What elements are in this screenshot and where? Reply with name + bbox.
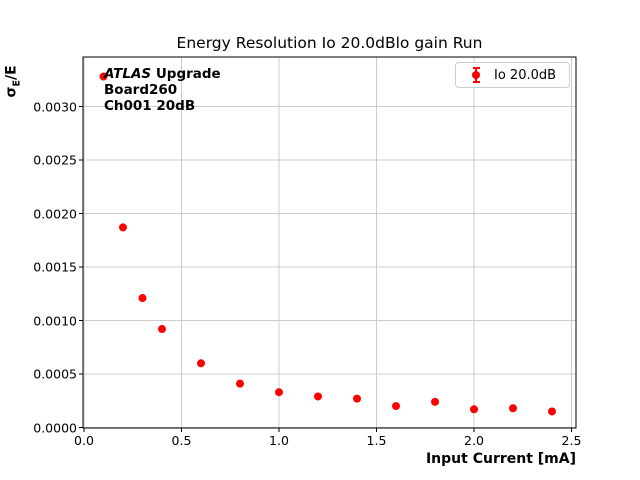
data-point — [236, 379, 244, 388]
annotation-upgrade: Upgrade — [151, 66, 221, 82]
y-tick-label: 0.0005 — [33, 366, 77, 382]
errorbar-marker-icon — [468, 66, 484, 84]
legend: Io 20.0dB — [455, 62, 570, 88]
data-point — [392, 402, 400, 411]
data-point — [353, 394, 361, 403]
errorbar-cap-top — [472, 67, 480, 69]
data-point — [99, 72, 108, 81]
x-tick-label: 0.5 — [171, 433, 192, 448]
data-point — [470, 405, 478, 414]
chart-title: Energy Resolution Io 20.0dBlo gain Run — [176, 34, 483, 52]
data-point — [138, 294, 147, 303]
errorbar-dot — [472, 71, 480, 79]
axes-frame — [82, 56, 577, 429]
data-point — [548, 407, 556, 416]
annotation: ATLAS Upgrade Board260 Ch001 20dB — [104, 66, 221, 114]
data-point — [431, 397, 439, 406]
annotation-line-3: Ch001 20dB — [104, 98, 196, 114]
x-tick-label: 1.0 — [269, 433, 289, 448]
y-tick-label: 0.0000 — [33, 420, 77, 435]
errorbar-cap-bottom — [472, 81, 480, 83]
data-point — [158, 325, 166, 334]
y-tick-label: 0.0015 — [33, 259, 77, 275]
annotation-atlas: ATLAS — [104, 66, 152, 82]
x-axis-label: Input Current [mA] — [425, 451, 576, 467]
y-tick-label: 0.0030 — [33, 99, 77, 114]
data-point — [314, 392, 322, 401]
y-axis-label-sigma: σ — [3, 86, 20, 98]
data-point — [275, 388, 283, 397]
x-tick-label: 0.0 — [74, 433, 94, 448]
y-axis-label-rest: /E — [3, 65, 20, 81]
annotation-line-2: Board260 — [104, 82, 178, 98]
y-tick-label: 0.0020 — [33, 206, 77, 221]
y-tick-label: 0.0010 — [33, 313, 77, 328]
y-axis-label-subscript: E — [11, 80, 23, 87]
x-tick-label: 2.5 — [561, 433, 582, 448]
y-tick-label: 0.0025 — [33, 152, 77, 168]
x-tick-label: 2.0 — [464, 433, 484, 448]
data-point — [197, 359, 205, 368]
x-tick-label: 1.5 — [366, 433, 387, 448]
data-point — [119, 223, 127, 232]
annotation-line-1: ATLAS Upgrade — [104, 66, 221, 82]
data-point — [509, 404, 517, 413]
legend-label: Io 20.0dB — [494, 67, 557, 83]
